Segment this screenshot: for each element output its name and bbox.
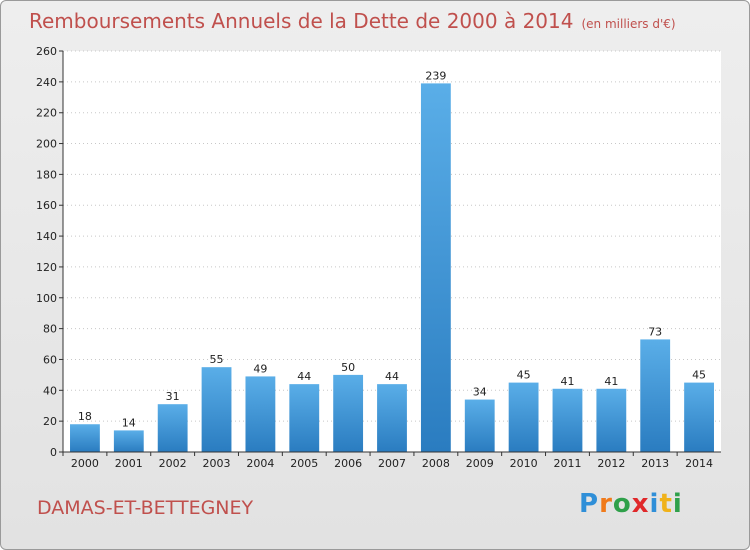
y-tick-label: 60 — [43, 353, 57, 366]
bar-2002[interactable] — [157, 404, 188, 452]
logo-letter: i — [672, 489, 683, 519]
bar-2007[interactable] — [377, 384, 407, 452]
y-tick-label: 220 — [36, 107, 57, 120]
bar-2008[interactable] — [420, 83, 451, 452]
bar-2006[interactable] — [333, 374, 364, 452]
data-label: 45 — [517, 369, 531, 382]
bar-2001[interactable] — [113, 430, 144, 452]
data-label: 44 — [385, 370, 399, 383]
bar-2000[interactable] — [70, 424, 100, 452]
data-label: 50 — [341, 361, 355, 374]
data-label: 49 — [253, 362, 267, 375]
x-tick-label: 2006 — [334, 457, 362, 470]
logo-letter: x — [631, 489, 650, 519]
x-tick-label: 2009 — [466, 457, 494, 470]
data-label: 14 — [122, 416, 136, 429]
chart-title-text: Remboursements Annuels de la Dette de 20… — [29, 9, 574, 33]
proxiti-logo[interactable]: Proxiti — [579, 489, 683, 519]
logo-letter: P — [579, 489, 600, 519]
grid-lines — [63, 50, 721, 453]
x-tick-label: 2005 — [290, 457, 318, 470]
x-tick-label: 2014 — [685, 457, 713, 470]
y-tick-label: 0 — [50, 446, 57, 459]
logo-letter: t — [659, 489, 673, 519]
y-tick-label: 180 — [36, 168, 57, 181]
bar-2013[interactable] — [640, 339, 671, 452]
y-tick-label: 100 — [36, 292, 57, 305]
y-axis: 0 20 40 60 80 100 120 140 160 180 200 220 240 260 — [36, 45, 64, 459]
bar-2005[interactable] — [289, 384, 320, 452]
y-tick-label: 200 — [36, 138, 57, 151]
y-tick-label: 120 — [36, 261, 57, 274]
y-tick-label: 80 — [43, 323, 57, 336]
data-label: 41 — [604, 375, 618, 388]
logo-letter: r — [599, 489, 613, 519]
y-tick-label: 260 — [36, 45, 57, 58]
data-label: 44 — [297, 370, 311, 383]
bar-2003[interactable] — [201, 367, 232, 452]
x-tick-label: 2013 — [641, 457, 669, 470]
x-tick-label: 2012 — [597, 457, 625, 470]
bars: 18 14 31 55 49 44 50 44 239 34 45 41 41 73 45 — [70, 69, 714, 452]
y-tick-label: 140 — [36, 230, 57, 243]
data-label: 41 — [560, 375, 574, 388]
x-tick-label: 2011 — [553, 457, 581, 470]
bar-2014[interactable] — [684, 382, 714, 452]
data-label: 31 — [166, 390, 180, 403]
y-tick-label: 240 — [36, 76, 57, 89]
y-tick-label: 20 — [43, 415, 57, 428]
bar-2004[interactable] — [245, 376, 276, 452]
x-tick-label: 2003 — [203, 457, 231, 470]
bar-2010[interactable] — [508, 382, 539, 452]
data-label: 18 — [78, 410, 92, 423]
bar-2009[interactable] — [464, 399, 495, 452]
bar-2012[interactable] — [596, 388, 627, 452]
x-tick-label: 2008 — [422, 457, 450, 470]
x-tick-label: 2007 — [378, 457, 406, 470]
data-label: 55 — [210, 353, 224, 366]
bar-2011[interactable] — [552, 388, 583, 452]
x-tick-label: 2004 — [246, 457, 274, 470]
logo-letter: i — [649, 489, 660, 519]
x-tick-label: 2010 — [510, 457, 538, 470]
chart-unit: (en milliers d'€) — [581, 17, 676, 31]
x-tick-label: 2002 — [159, 457, 187, 470]
data-label: 73 — [648, 325, 662, 338]
y-tick-label: 40 — [43, 384, 57, 397]
chart-title: Remboursements Annuels de la Dette de 20… — [29, 9, 676, 33]
y-tick-label: 160 — [36, 199, 57, 212]
x-tick-label: 2001 — [115, 457, 143, 470]
logo-letter: o — [612, 489, 632, 519]
data-label: 45 — [692, 369, 706, 382]
x-axis: 2000 2001 2002 2003 2004 2005 2006 2007 2008 2009… — [62, 451, 721, 470]
x-tick-label: 2000 — [71, 457, 99, 470]
data-label: 34 — [473, 386, 487, 399]
data-label: 239 — [425, 69, 446, 82]
commune-name: DAMAS-ET-BETTEGNEY — [37, 497, 254, 519]
